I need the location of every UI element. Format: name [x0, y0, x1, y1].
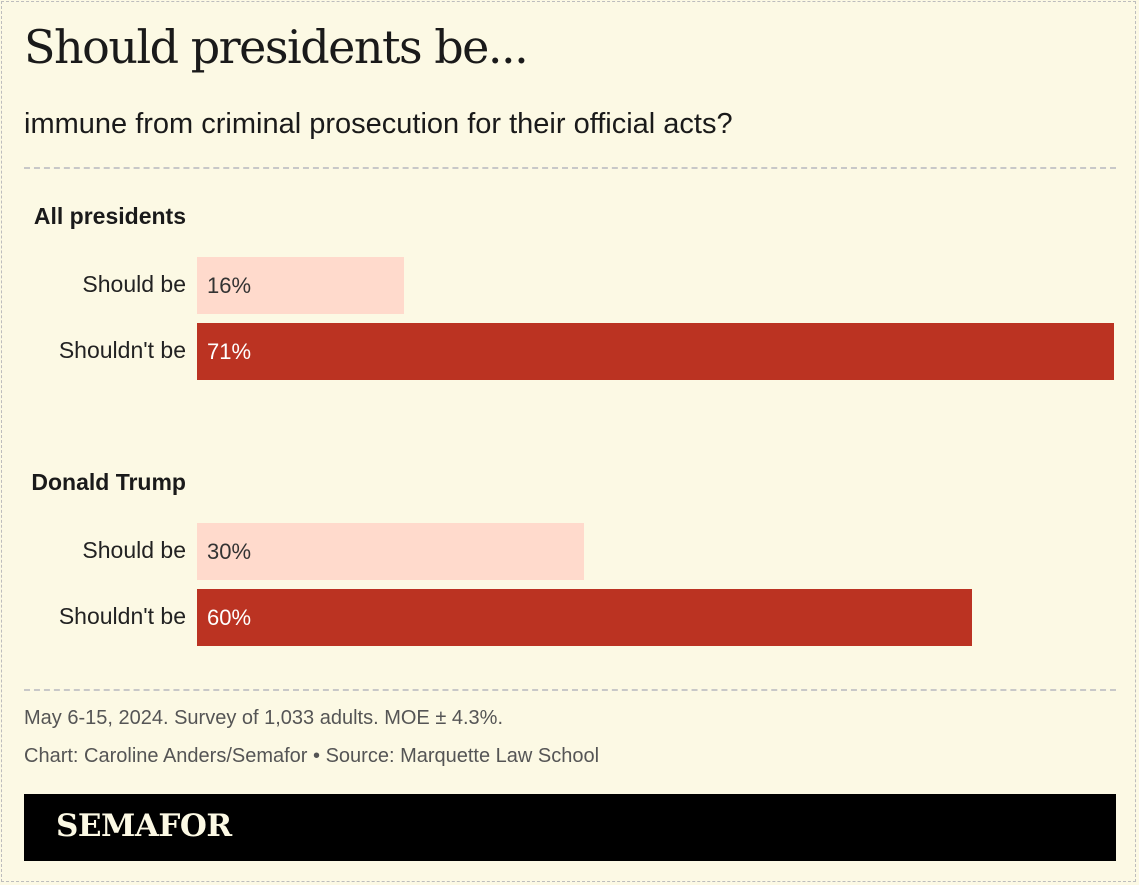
bar-should-be — [197, 523, 584, 580]
bar-shouldnt-be — [197, 323, 1114, 380]
bar-value-label: 16% — [207, 273, 252, 298]
group-title: Donald Trump — [31, 469, 186, 495]
category-label: Should be — [82, 537, 186, 563]
top-divider — [24, 167, 1116, 169]
category-label: Shouldn't be — [58, 337, 186, 363]
bar-value-label: 60% — [207, 605, 252, 630]
bar-should-be — [197, 257, 404, 314]
bottom-divider — [24, 689, 1116, 691]
bar-value-label: 71% — [207, 339, 252, 364]
bar-value-label: 30% — [207, 539, 252, 564]
chart-subtitle: immune from criminal prosecution for the… — [24, 108, 733, 140]
group-title: All presidents — [33, 203, 186, 229]
source-credit: Chart: Caroline Anders/Semafor • Source:… — [24, 745, 600, 767]
semafor-logo: SEMAFOR — [56, 808, 232, 844]
survey-note: May 6-15, 2024. Survey of 1,033 adults. … — [24, 707, 504, 729]
category-label: Shouldn't be — [58, 603, 186, 629]
bar-shouldnt-be — [197, 589, 972, 646]
category-label: Should be — [82, 271, 186, 297]
chart-title: Should presidents be... — [24, 20, 529, 74]
brand-bar: SEMAFOR — [24, 794, 1116, 861]
